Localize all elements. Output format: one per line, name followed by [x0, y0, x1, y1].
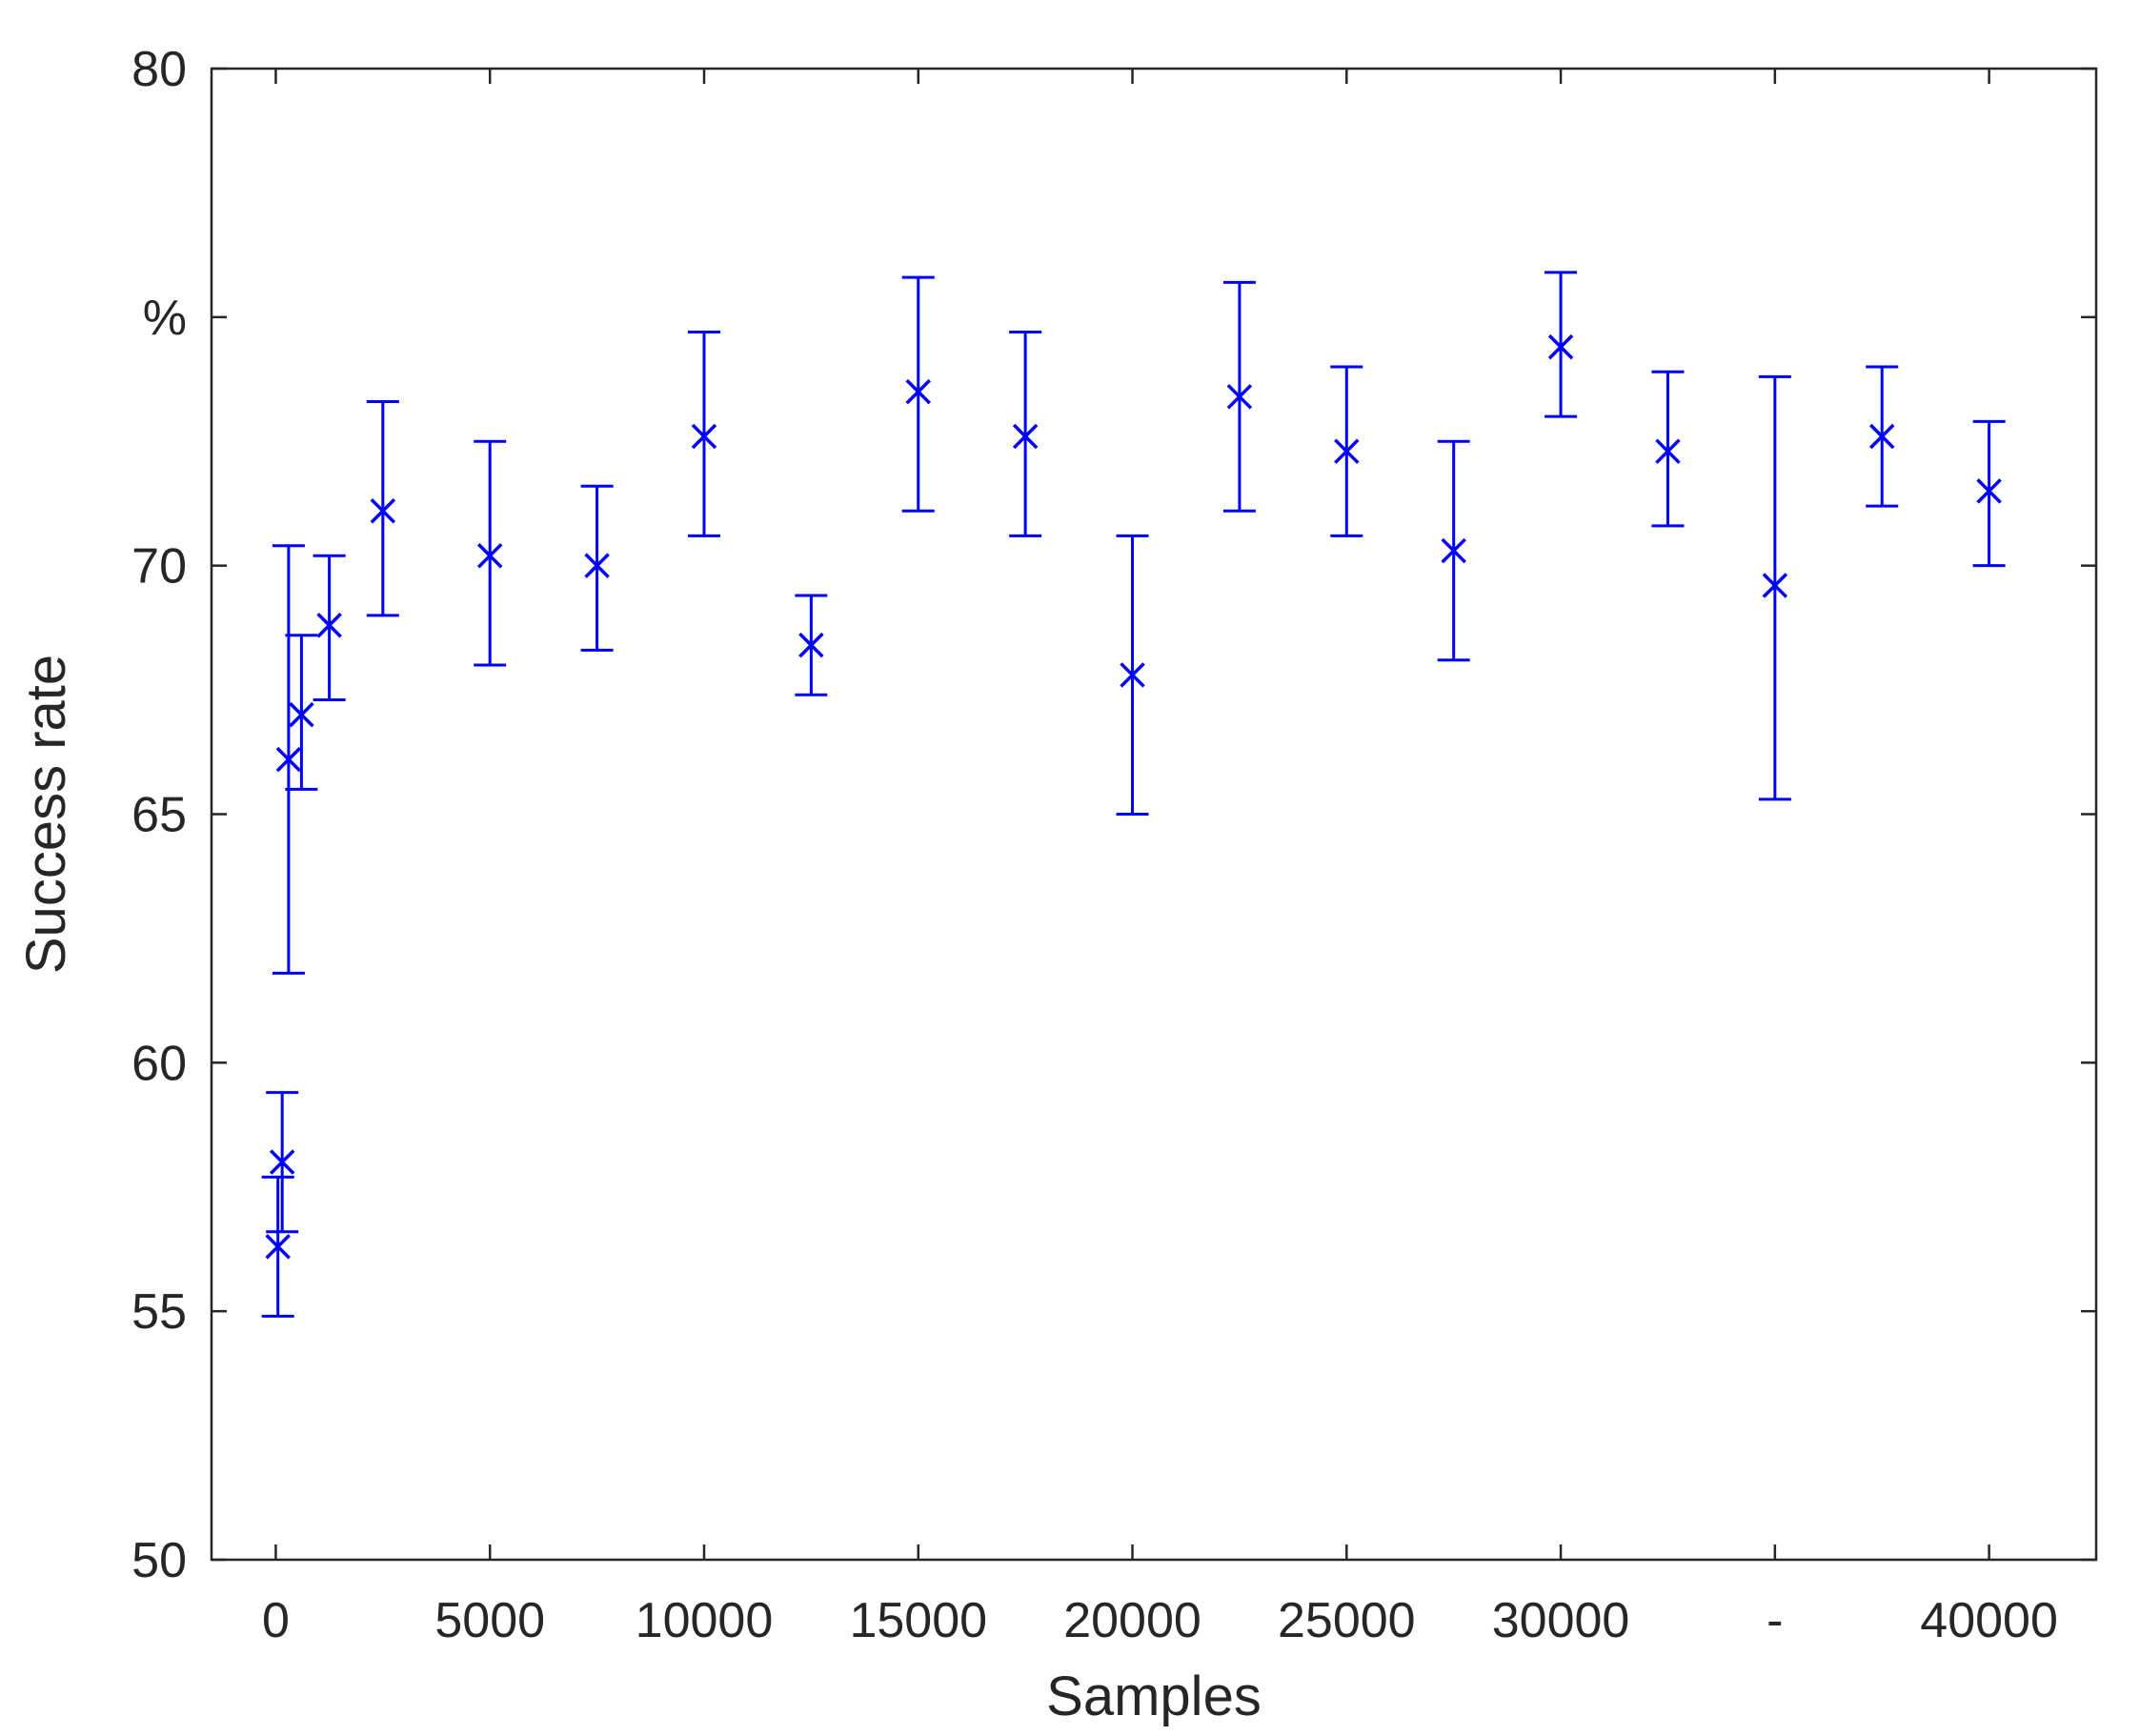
- data-point-0-9: [798, 632, 824, 658]
- x-tick-label-5: 25000: [1278, 1593, 1416, 1648]
- data-point-0-14: [1334, 438, 1360, 464]
- y-tick-label-0: 50: [131, 1533, 187, 1588]
- x-tick-label-7: -: [1767, 1593, 1783, 1648]
- data-point-0-4: [316, 613, 342, 638]
- y-tick-label-4: 70: [131, 539, 187, 595]
- data-point-0-17: [1655, 438, 1681, 464]
- data-point-0-0: [265, 1234, 291, 1260]
- axis-ticks: [212, 67, 2096, 1562]
- data-point-0-16: [1547, 333, 1574, 360]
- data-point-0-12: [1120, 662, 1145, 688]
- y-axis-label: Success rate: [15, 655, 77, 974]
- y-tick-label-6: 80: [131, 42, 187, 97]
- y-tick-label-3: 65: [131, 788, 187, 843]
- data-point-0-2: [275, 746, 302, 773]
- x-tick-label-0: 0: [262, 1593, 290, 1648]
- y-tick-label-5: %: [143, 291, 187, 346]
- data-point-0-7: [584, 553, 610, 578]
- x-tick-label-8: 40000: [1920, 1593, 2058, 1648]
- x-tick-label-4: 20000: [1063, 1593, 1201, 1648]
- data-point-0-8: [691, 423, 717, 450]
- x-tick-label-2: 10000: [636, 1593, 774, 1648]
- data-point-0-15: [1441, 537, 1466, 564]
- data-point-0-13: [1226, 384, 1253, 410]
- x-tick-labels: 0 5000 10000 15000 20000 25000 30000 - 40000: [262, 1593, 2058, 1648]
- x-axis-label: Samples: [1046, 1665, 1262, 1727]
- data-point-0-10: [905, 378, 931, 405]
- x-tick-label-3: 15000: [849, 1593, 987, 1648]
- y-tick-labels: 50 55 60 65 70% 80: [131, 42, 187, 1588]
- data-point-0-11: [1012, 423, 1039, 450]
- y-tick-label-1: 55: [131, 1284, 187, 1340]
- data-point-0-6: [476, 542, 503, 569]
- data-point-0-1: [269, 1149, 295, 1175]
- data-point-0-18: [1762, 573, 1788, 598]
- data-markers: [265, 333, 2002, 1260]
- x-tick-label-6: 30000: [1492, 1593, 1630, 1648]
- data-point-0-20: [1976, 478, 2002, 504]
- data-point-0-3: [289, 701, 314, 728]
- data-point-0-19: [1868, 423, 1895, 450]
- data-point-0-5: [370, 498, 396, 524]
- x-tick-label-1: 5000: [434, 1593, 545, 1648]
- y-tick-label-2: 60: [131, 1036, 187, 1091]
- plot-area-frame: [210, 67, 2098, 1562]
